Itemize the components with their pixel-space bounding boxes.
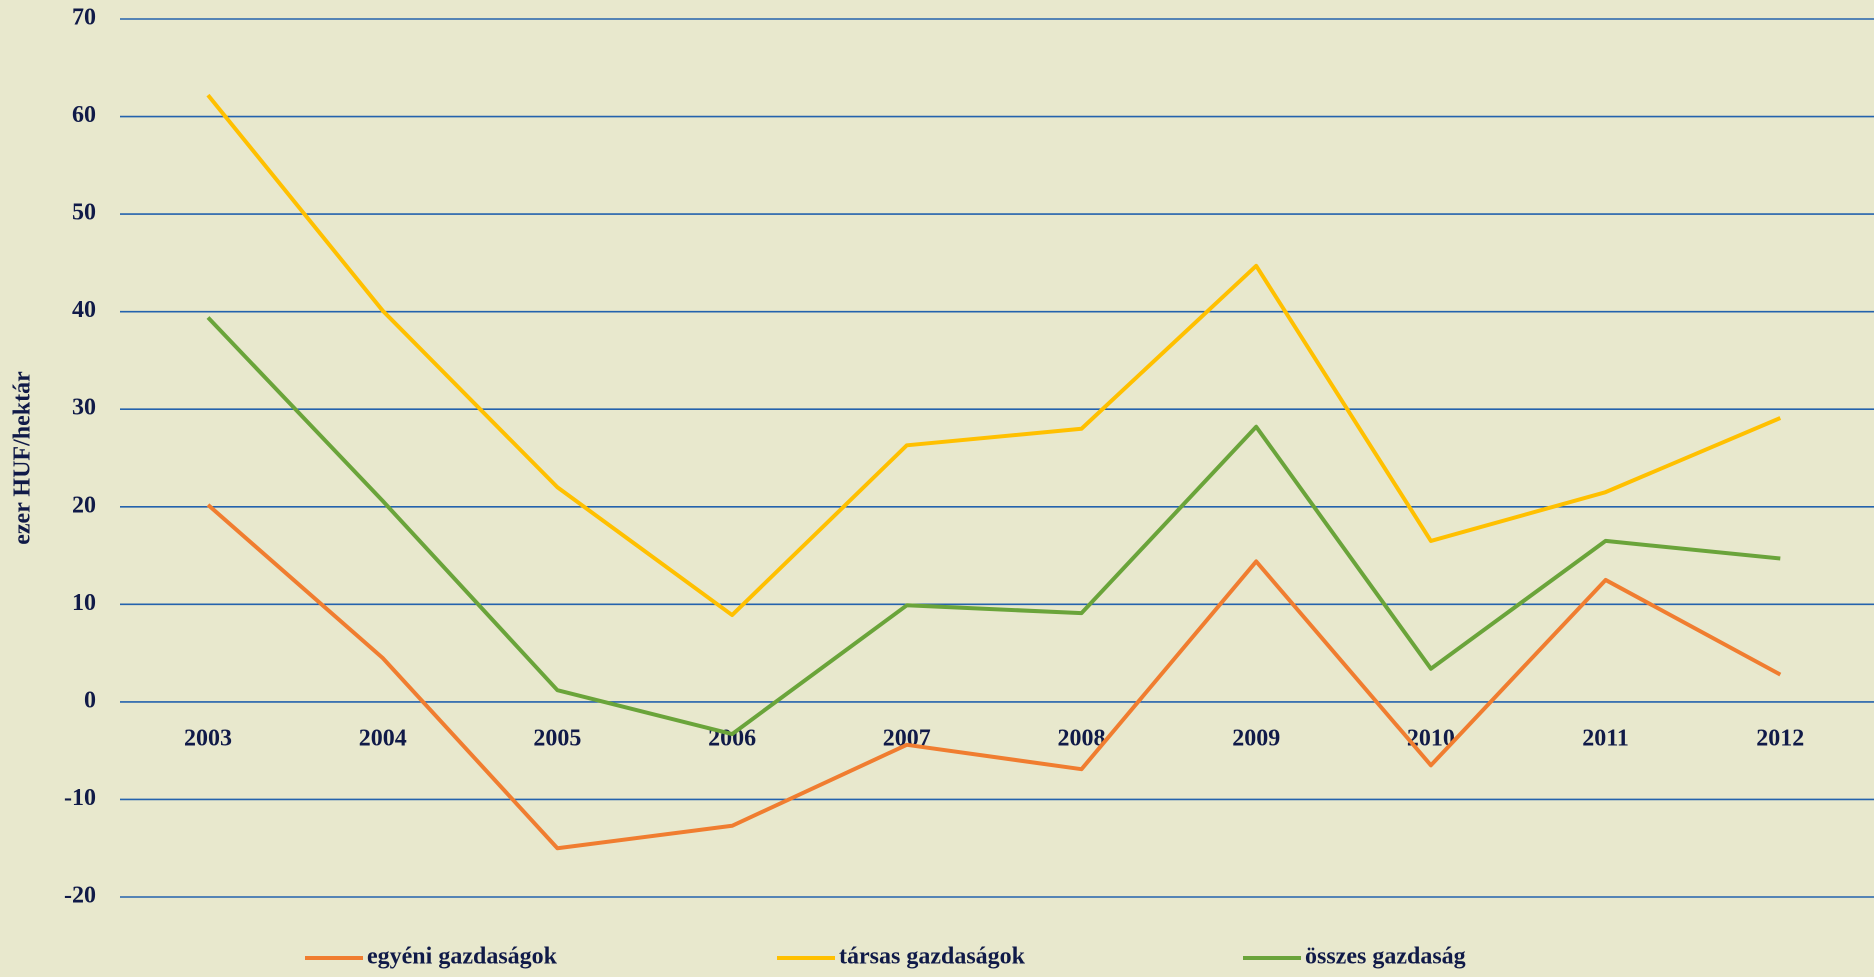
y-tick-label: 50 <box>72 200 96 226</box>
x-tick-label: 2012 <box>1756 725 1804 751</box>
x-tick-label: 2011 <box>1582 725 1629 751</box>
y-tick-label: 70 <box>72 5 96 31</box>
x-tick-label: 2005 <box>533 725 581 751</box>
y-tick-label: 40 <box>72 297 96 323</box>
series-line <box>206 316 1781 737</box>
y-tick-label: 30 <box>72 395 96 421</box>
legend-label: összes gazdaság <box>1305 944 1466 970</box>
y-tick-label: -20 <box>64 883 96 909</box>
series-line <box>206 503 1782 851</box>
x-tick-label: 2009 <box>1232 725 1280 751</box>
x-tick-label: 2004 <box>359 725 407 751</box>
legend-label: társas gazdaságok <box>839 944 1026 970</box>
y-tick-label: -10 <box>64 785 96 811</box>
x-tick-label: 2003 <box>184 725 232 751</box>
series-line <box>206 93 1782 618</box>
y-axis-label: ezer HUF/hektár <box>10 371 36 545</box>
y-tick-label: 60 <box>72 102 96 128</box>
legend-label: egyéni gazdaságok <box>367 944 558 970</box>
y-tick-label: 20 <box>72 492 96 518</box>
y-tick-label: 0 <box>84 687 96 713</box>
y-tick-label: 10 <box>72 590 96 616</box>
